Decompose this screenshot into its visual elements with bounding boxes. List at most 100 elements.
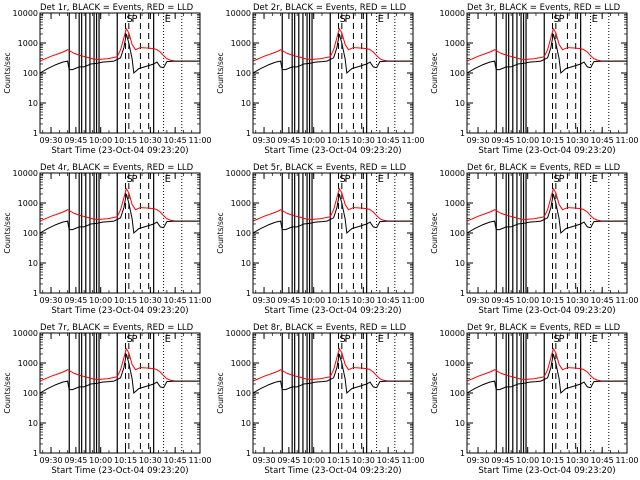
marker-label: S [340,334,346,345]
y-tick-label: 10 [241,259,251,268]
x-tick-label: 10:15 [541,136,564,145]
y-tick-label: 10000 [226,169,251,178]
x-tick-label: 10:30 [352,136,375,145]
plot-frame [39,332,201,454]
x-axis-title: Start Time (23-Oct-04 09:23:20) [51,306,188,316]
y-tick-label: 100 [236,389,251,398]
x-tick-label: 10:00 [302,136,325,145]
plot-frame [466,172,628,294]
marker-label: E [165,334,171,345]
x-tick-label: 09:45 [64,456,87,465]
x-axis-title: Start Time (23-Oct-04 09:23:20) [264,306,401,316]
x-tick-label: 11:00 [615,296,638,305]
y-tick-label: 1000 [445,359,465,368]
y-tick-label: 10 [455,259,465,268]
y-tick-label: 1000 [445,39,465,48]
panel-title: Det 5r, BLACK = Events, RED = LLD [253,163,407,173]
x-tick-label: 10:00 [302,456,325,465]
y-tick-label: 10 [28,259,38,268]
plot-frame [252,332,414,454]
marker-label: E [165,174,171,185]
marker-label: P [344,14,350,25]
x-tick-label: 10:00 [516,296,539,305]
y-tick-label: 10 [28,419,38,428]
y-tick-label: 1 [460,129,465,138]
x-tick-label: 10:45 [591,296,614,305]
x-tick-label: 10:15 [541,296,564,305]
y-tick-label: 1 [246,129,251,138]
y-tick-label: 100 [236,69,251,78]
events-series-line [252,193,413,235]
x-tick-label: 11:00 [401,296,424,305]
plot-frame [39,12,201,134]
lld-series-line [252,27,413,62]
x-tick-label: 10:45 [164,136,187,145]
y-tick-label: 10 [241,99,251,108]
panel-title: Det 7r, BLACK = Events, RED = LLD [40,323,194,333]
y-tick-label: 10 [28,99,38,108]
x-tick-label: 09:45 [277,136,300,145]
y-tick-label: 1000 [445,199,465,208]
marker-label: S [554,14,560,25]
marker-label: S [127,334,133,345]
marker-label: E [378,334,384,345]
y-tick-label: 100 [23,69,38,78]
y-axis-title: Counts/sec [3,52,12,93]
y-tick-label: 10000 [226,329,251,338]
x-axis-title: Start Time (23-Oct-04 09:23:20) [264,146,401,156]
plot-frame [252,172,414,294]
y-tick-label: 10 [455,99,465,108]
y-axis-title: Counts/sec [3,372,12,413]
x-tick-label: 09:30 [40,456,63,465]
y-tick-label: 1 [246,289,251,298]
y-axis-title: Counts/sec [216,52,225,93]
events-series-line [39,353,200,395]
marker-label: E [378,174,384,185]
lld-series-line [252,187,413,222]
panel-title: Det 2r, BLACK = Events, RED = LLD [253,3,407,13]
marker-label: P [558,174,564,185]
y-tick-label: 1000 [18,199,38,208]
x-tick-label: 10:00 [89,136,112,145]
y-tick-label: 10000 [440,9,465,18]
marker-label: S [554,334,560,345]
marker-label: E [592,334,598,345]
marker-label: P [558,14,564,25]
x-tick-label: 11:00 [615,456,638,465]
y-tick-label: 100 [23,229,38,238]
x-tick-label: 10:15 [327,296,350,305]
marker-label: P [558,334,564,345]
marker-label: E [378,14,384,25]
x-tick-label: 09:45 [64,136,87,145]
x-tick-label: 10:15 [327,136,350,145]
marker-label: S [340,14,346,25]
y-tick-label: 1 [33,449,38,458]
x-tick-label: 10:45 [591,136,614,145]
x-tick-label: 10:45 [164,456,187,465]
panel-title: Det 4r, BLACK = Events, RED = LLD [40,163,194,173]
y-tick-label: 100 [450,229,465,238]
y-tick-label: 10 [455,419,465,428]
x-tick-label: 11:00 [188,296,211,305]
marker-label: E [592,14,598,25]
x-tick-label: 10:30 [566,296,589,305]
plot-frame [252,12,414,134]
marker-label: S [127,174,133,185]
x-tick-label: 10:30 [566,136,589,145]
plot-frame [466,12,628,134]
x-tick-label: 09:45 [491,456,514,465]
lld-series-line [39,27,200,62]
marker-label: P [131,14,137,25]
x-tick-label: 11:00 [188,456,211,465]
x-tick-label: 10:15 [541,456,564,465]
events-series-line [252,33,413,75]
y-tick-label: 1000 [18,39,38,48]
x-tick-label: 10:30 [139,296,162,305]
y-tick-label: 1 [33,129,38,138]
x-tick-label: 10:15 [114,296,137,305]
x-tick-label: 09:45 [277,296,300,305]
y-tick-label: 1000 [18,359,38,368]
